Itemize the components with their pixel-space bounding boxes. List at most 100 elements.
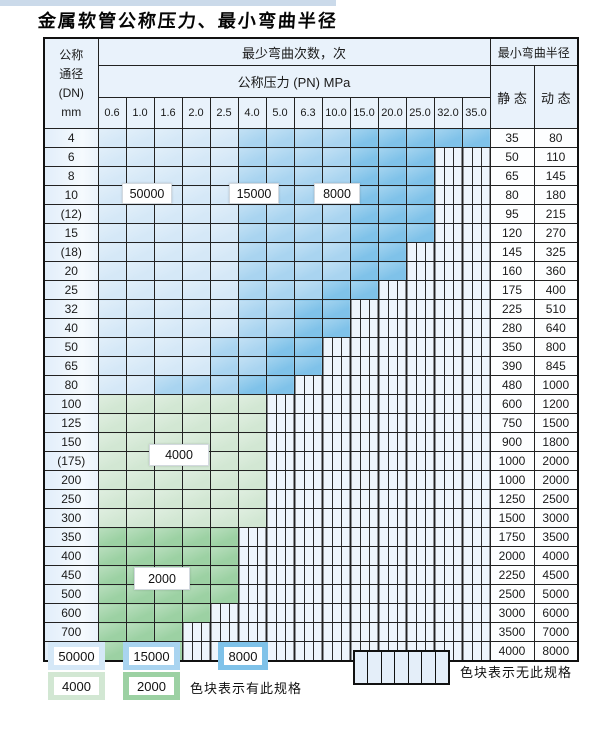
no-spec-cell [265, 470, 295, 490]
spec-cell-50000 [209, 166, 239, 186]
spec-cell-50000 [125, 318, 155, 338]
no-spec-cell [405, 489, 435, 509]
spec-cell-8000 [461, 128, 491, 148]
spec-cell-50000 [125, 242, 155, 262]
spec-cell-15000 [181, 375, 211, 395]
grid-cycle-label-8000: 8000 [314, 183, 360, 204]
no-spec-cell [293, 470, 323, 490]
no-spec-cell [405, 546, 435, 566]
spec-cell-15000 [237, 128, 267, 148]
no-spec-cell [433, 394, 463, 414]
spec-cell-50000 [97, 128, 127, 148]
spec-cell-4000 [209, 394, 239, 414]
no-spec-cell [349, 394, 379, 414]
spec-cell-15000 [321, 204, 351, 224]
no-spec-cell [349, 622, 379, 642]
spec-cell-50000 [97, 261, 127, 281]
spec-cell-50000 [97, 299, 127, 319]
spec-cell-4000 [237, 470, 267, 490]
spec-cell-4000 [125, 489, 155, 509]
static-radius-value: 480 [489, 375, 535, 395]
dn-cell: 80 [43, 375, 99, 395]
no-spec-cell [433, 261, 463, 281]
spec-cell-15000 [293, 128, 323, 148]
nominal-pressure-header: 公称压力 (PN) MPa [97, 65, 491, 98]
spec-cell-2000 [209, 565, 239, 585]
no-spec-cell [321, 603, 351, 623]
no-spec-cell [293, 508, 323, 528]
spec-cell-2000 [153, 546, 183, 566]
spec-cell-15000 [293, 261, 323, 281]
spec-cell-15000 [321, 261, 351, 281]
no-spec-cell [405, 432, 435, 452]
pressure-column-header: 2.0 [181, 97, 211, 129]
no-spec-cell [405, 337, 435, 357]
no-spec-cell [461, 299, 491, 319]
static-column-header: 静 态 [489, 65, 535, 129]
spec-cell-4000 [181, 489, 211, 509]
no-spec-cell [377, 565, 407, 585]
dynamic-radius-value: 800 [533, 337, 579, 357]
no-spec-legend-cell [435, 652, 448, 683]
no-spec-cell [405, 299, 435, 319]
spec-cell-8000 [265, 356, 295, 376]
no-spec-cell [461, 546, 491, 566]
spec-cell-50000 [153, 261, 183, 281]
spec-cell-50000 [125, 204, 155, 224]
no-spec-cell [377, 508, 407, 528]
legend-note-has-spec: 色块表示有此规格 [190, 681, 303, 696]
dynamic-radius-value: 145 [533, 166, 579, 186]
no-spec-cell [405, 584, 435, 604]
spec-cell-15000 [265, 242, 295, 262]
spec-cell-4000 [153, 394, 183, 414]
spec-cell-50000 [209, 261, 239, 281]
no-spec-cell [265, 622, 295, 642]
spec-cell-4000 [237, 508, 267, 528]
dynamic-radius-value: 1000 [533, 375, 579, 395]
spec-cell-8000 [349, 261, 379, 281]
spec-cell-15000 [321, 223, 351, 243]
no-spec-legend-cell [381, 652, 396, 683]
table-row-dn-700: 700 3500 7000 [43, 622, 579, 642]
no-spec-cell [321, 641, 351, 662]
no-spec-cell [405, 394, 435, 414]
spec-cell-50000 [97, 223, 127, 243]
dn-cell: 700 [43, 622, 99, 642]
table-row-dn-6: 6 50 110 [43, 147, 579, 167]
static-radius-value: 2250 [489, 565, 535, 585]
spec-cell-4000 [209, 470, 239, 490]
header-row-2: 公称压力 (PN) MPa 静 态 动 态 [44, 65, 579, 129]
spec-cell-8000 [293, 356, 323, 376]
spec-cell-50000 [97, 166, 127, 186]
spec-cell-15000 [237, 299, 267, 319]
pressure-column-header: 15.0 [349, 97, 379, 129]
dynamic-radius-value: 845 [533, 356, 579, 376]
legend-swatch-2000: 2000 [123, 672, 180, 700]
spec-cell-4000 [209, 451, 239, 471]
no-spec-cell [349, 584, 379, 604]
no-spec-cell [461, 204, 491, 224]
spec-cell-15000 [293, 147, 323, 167]
spec-cell-50000 [153, 147, 183, 167]
no-spec-cell [349, 489, 379, 509]
spec-cell-15000 [237, 166, 267, 186]
no-spec-cell [321, 565, 351, 585]
no-spec-legend-cell [408, 652, 423, 683]
no-spec-cell [265, 641, 295, 662]
no-spec-cell [321, 451, 351, 471]
static-radius-value: 35 [489, 128, 535, 148]
no-spec-cell [349, 337, 379, 357]
spec-cell-50000 [181, 356, 211, 376]
no-spec-cell [265, 451, 295, 471]
spec-cell-8000 [265, 375, 295, 395]
no-spec-cell [405, 470, 435, 490]
no-spec-cell [433, 223, 463, 243]
spec-cell-15000 [293, 166, 323, 186]
no-spec-cell [433, 280, 463, 300]
no-spec-legend-cell [368, 652, 382, 683]
spec-cell-2000 [97, 546, 127, 566]
dn-cell: 15 [43, 223, 99, 243]
table-row-dn-250: 250 1250 2500 [43, 489, 579, 509]
dynamic-radius-value: 6000 [533, 603, 579, 623]
static-radius-value: 750 [489, 413, 535, 433]
